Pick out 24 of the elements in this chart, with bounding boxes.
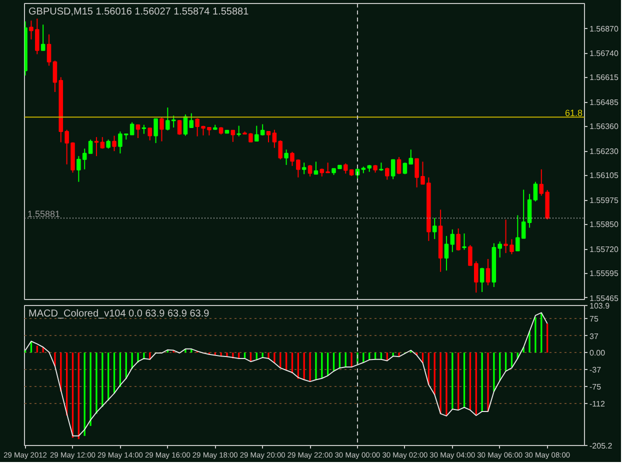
y-tick-label: -205.2 bbox=[590, 442, 613, 450]
y-tick-label: 1.56740 bbox=[590, 49, 619, 58]
y-tick-label: -112 bbox=[590, 399, 606, 408]
chart-title: GBPUSD,M15 1.56016 1.56027 1.55874 1.55881 bbox=[28, 6, 250, 18]
y-tick-label: 0.00 bbox=[590, 348, 606, 358]
y-tick-label: 1.55595 bbox=[590, 269, 619, 278]
y-tick-label: -37 bbox=[590, 365, 602, 374]
chart-title: MACD_Colored_v104 0.0 63.9 63.9 63.9 bbox=[28, 308, 210, 320]
y-tick-label: 1.55850 bbox=[590, 220, 619, 230]
y-tick-label: 1.56485 bbox=[590, 98, 619, 108]
annotation: 61.8 bbox=[564, 108, 583, 118]
y-tick-label: -75 bbox=[590, 382, 602, 392]
y-tick-label: 1.56870 bbox=[590, 24, 619, 34]
y-tick-label: 1.55975 bbox=[590, 196, 619, 206]
y-tick-label: 1.55720 bbox=[590, 245, 619, 254]
y-tick-label: 37 bbox=[590, 332, 599, 341]
y-tick-label: 1.56230 bbox=[590, 147, 619, 156]
y-tick-label: 1.55465 bbox=[590, 294, 619, 303]
y-tick-label: 1.56105 bbox=[590, 171, 619, 180]
y-tick-label: 75 bbox=[590, 314, 599, 324]
y-tick-label: 1.56360 bbox=[590, 122, 619, 132]
y-tick-label: 1.56615 bbox=[590, 73, 619, 82]
ref-line-label: 1.55881 bbox=[28, 209, 60, 220]
y-tick-label: 103.9 bbox=[590, 302, 610, 310]
